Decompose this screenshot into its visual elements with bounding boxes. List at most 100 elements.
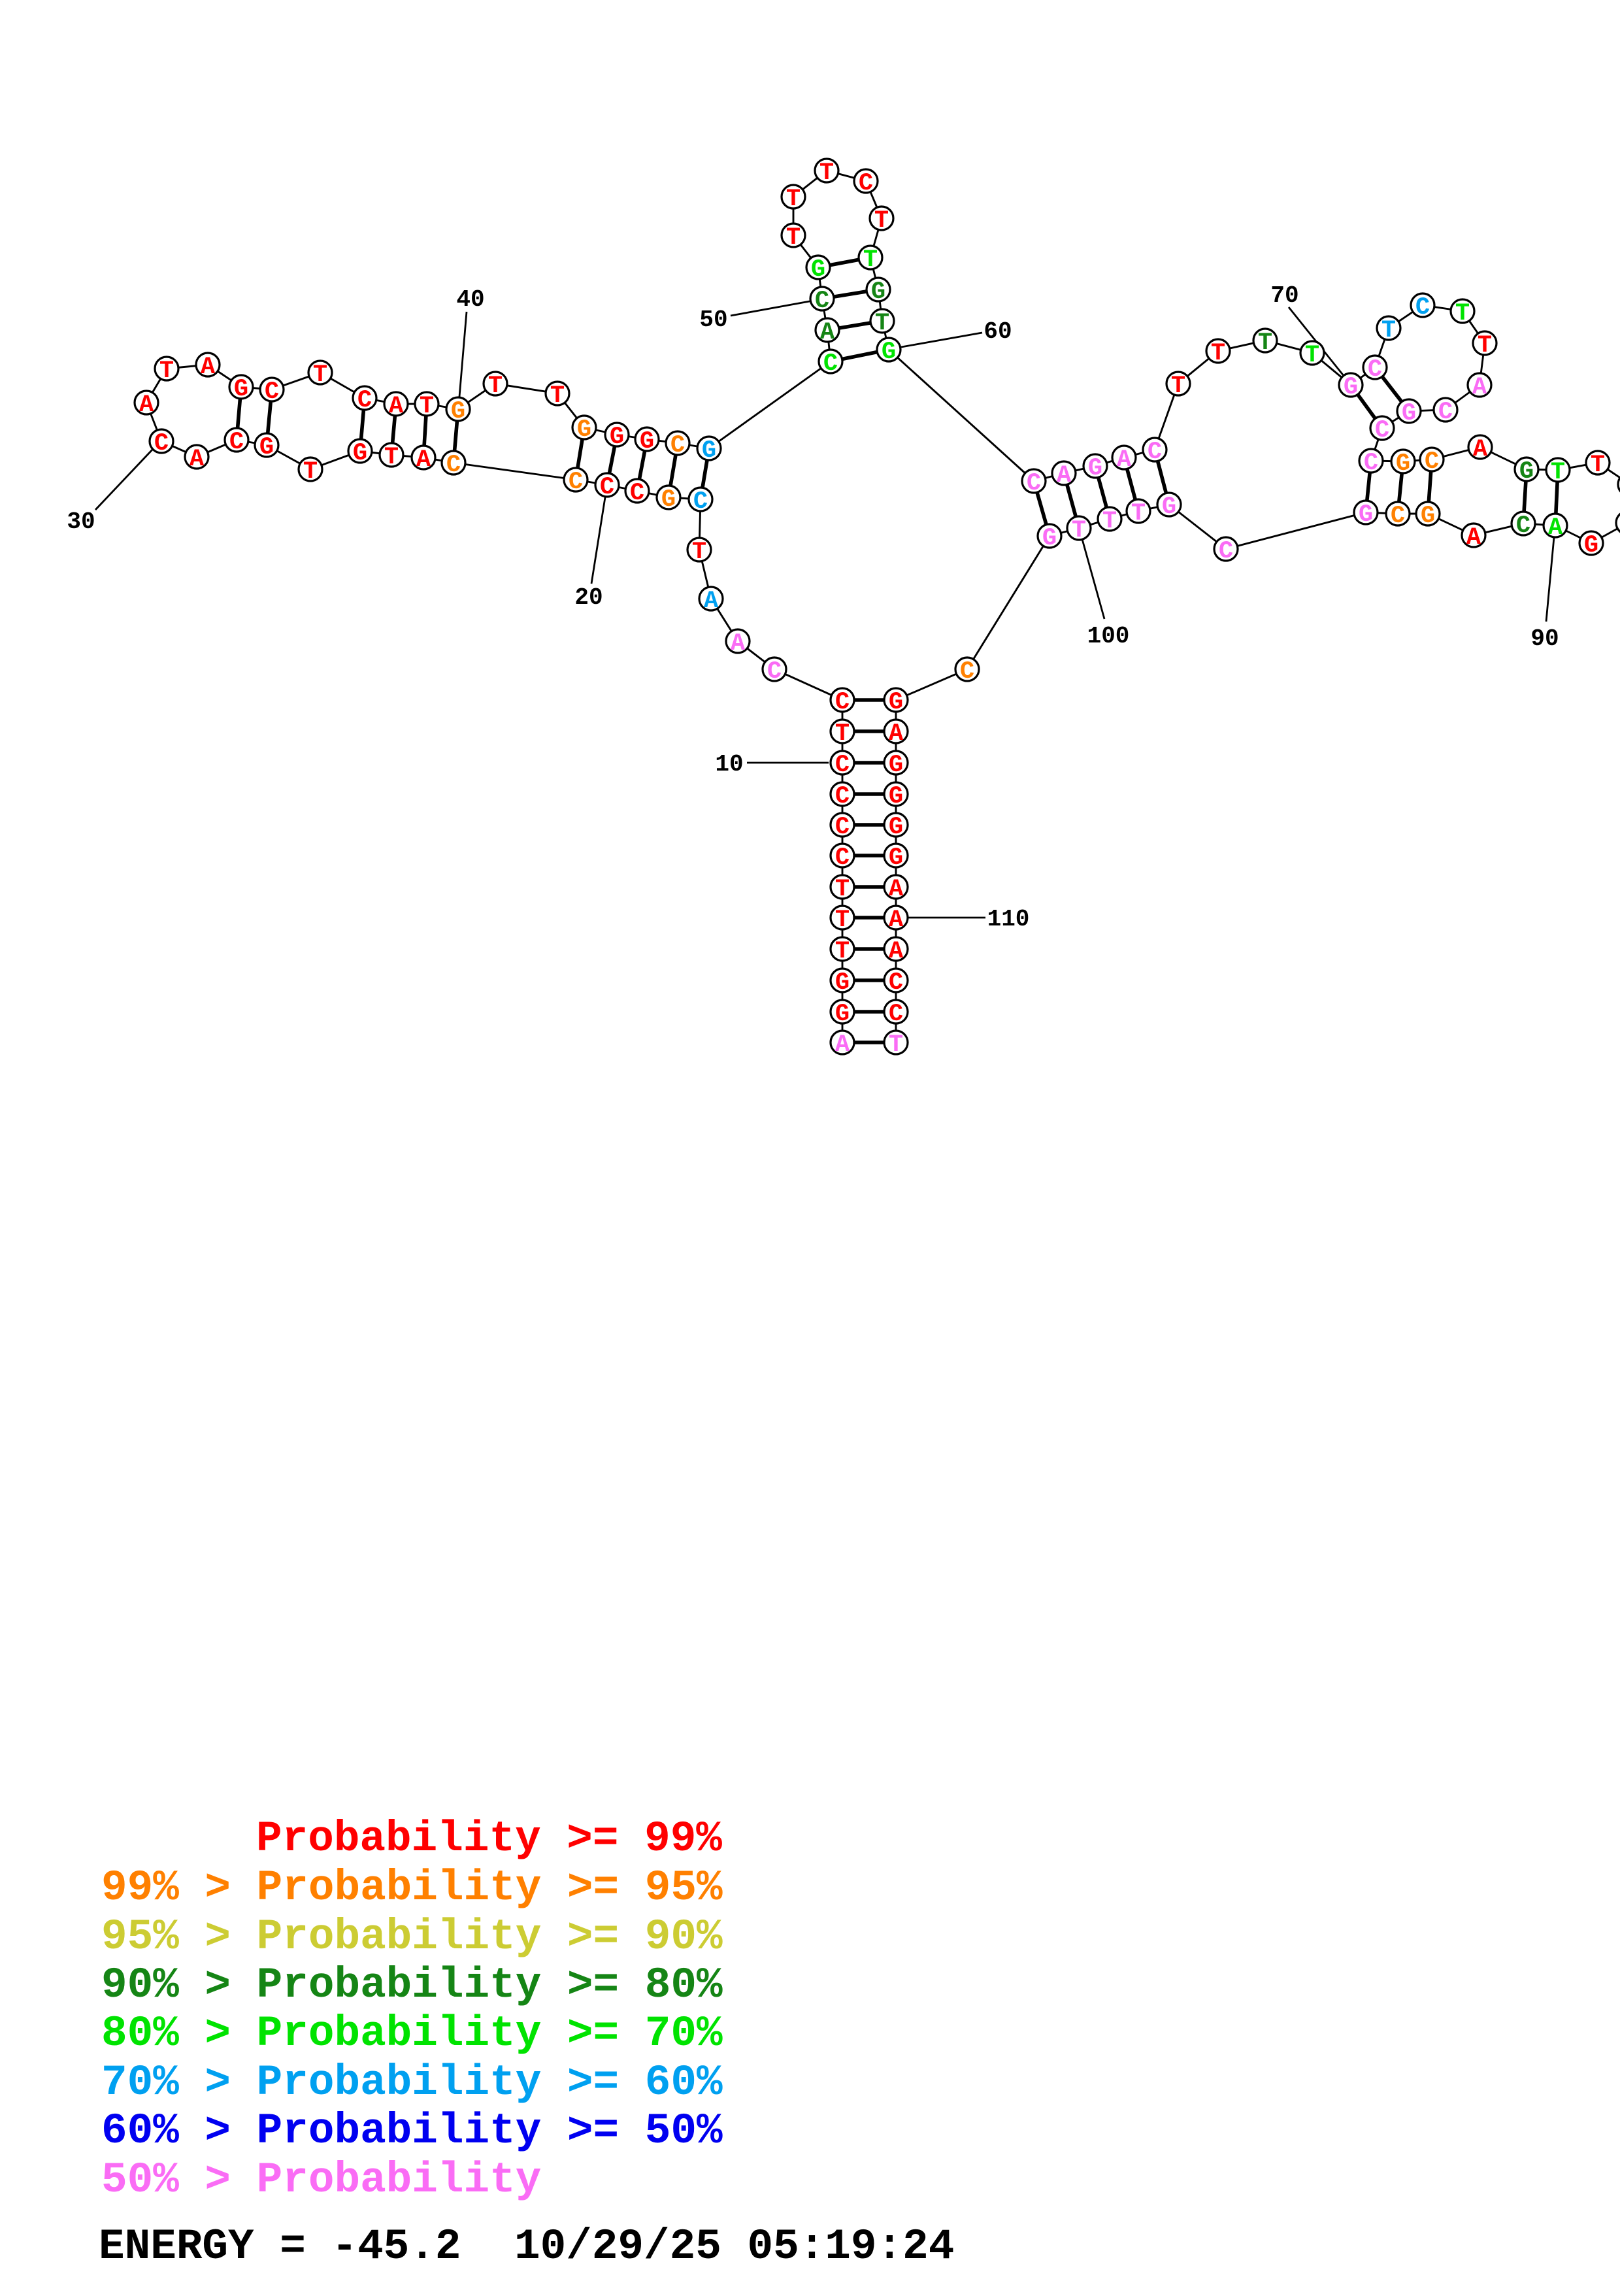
svg-text:C: C [600,474,614,501]
svg-text:A: A [889,720,904,748]
svg-text:A: A [201,354,216,381]
svg-text:G: G [835,969,850,997]
svg-text:G: G [640,428,654,456]
svg-text:A: A [889,876,904,903]
svg-text:40: 40 [456,286,484,313]
svg-text:T: T [835,876,850,903]
svg-text:T: T [863,246,878,274]
svg-text:C: C [1415,294,1430,322]
svg-text:T: T [1131,500,1146,527]
svg-text:A: A [889,938,904,965]
svg-text:C: C [1364,450,1378,477]
svg-text:A: A [835,1031,850,1059]
svg-text:G: G [1088,455,1102,482]
svg-text:C: C [1219,538,1233,565]
svg-text:30: 30 [67,508,95,535]
svg-text:T: T [420,393,434,420]
svg-text:A: A [139,391,154,419]
svg-text:70: 70 [1270,282,1298,309]
svg-text:C: C [446,452,461,479]
svg-text:10/29/25 05:19:24: 10/29/25 05:19:24 [514,2222,954,2271]
svg-text:T: T [786,224,801,252]
svg-text:G: G [889,814,903,841]
svg-text:C: C [1516,512,1530,540]
svg-text:50% > Probability: 50% > Probability [101,2155,541,2204]
svg-text:G: G [889,752,903,779]
svg-text:C: C [960,658,974,686]
svg-text:T: T [889,1031,903,1059]
svg-text:A: A [1057,462,1072,490]
svg-text:G: G [889,844,903,872]
svg-text:C: C [569,469,583,496]
svg-text:T: T [1072,517,1086,544]
svg-text:110: 110 [987,906,1030,933]
svg-text:C: C [1027,470,1041,497]
svg-text:A: A [1548,514,1563,542]
svg-text:T: T [159,358,174,385]
svg-text:60% > Probability >= 50%: 60% > Probability >= 50% [101,2106,723,2155]
svg-text:C: C [835,689,850,716]
svg-text:G: G [882,339,896,366]
svg-text:T: T [550,382,565,410]
svg-text:G: G [1396,450,1410,478]
svg-text:A: A [416,446,431,474]
svg-text:T: T [874,207,889,235]
svg-text:G: G [811,256,825,284]
svg-text:C: C [835,814,850,841]
svg-text:G: G [1344,374,1358,401]
svg-text:Probability >= 99%: Probability >= 99% [256,1814,722,1863]
svg-text:T: T [819,159,834,187]
svg-text:C: C [767,658,782,686]
svg-text:T: T [1591,452,1605,479]
svg-text:T: T [835,720,850,748]
svg-text:T: T [1381,317,1396,344]
svg-text:95% > Probability >= 90%: 95% > Probability >= 90% [101,1912,723,1961]
svg-text:T: T [786,186,801,213]
svg-text:T: T [1551,459,1565,486]
svg-text:C: C [630,480,644,507]
svg-text:C: C [835,752,850,779]
svg-text:C: C [357,387,372,414]
svg-text:10: 10 [715,751,743,778]
svg-text:T: T [384,444,399,471]
svg-text:90% > Probability >= 80%: 90% > Probability >= 80% [101,1961,723,2010]
svg-text:G: G [259,434,274,461]
svg-text:T: T [1478,332,1492,359]
svg-text:T: T [488,373,503,400]
svg-text:T: T [1102,508,1117,535]
svg-text:ENERGY = -45.2: ENERGY = -45.2 [99,2222,461,2271]
svg-text:C: C [229,429,244,456]
svg-text:G: G [835,1001,850,1028]
svg-text:T: T [1171,373,1185,400]
svg-text:C: C [859,170,873,197]
svg-text:T: T [1305,342,1319,369]
svg-text:T: T [835,907,850,934]
svg-text:C: C [835,783,850,810]
svg-text:C: C [1425,448,1439,476]
svg-text:C: C [154,430,169,458]
svg-text:T: T [875,310,889,337]
svg-text:G: G [1402,400,1416,427]
svg-text:A: A [704,588,719,615]
svg-text:G: G [451,398,465,425]
svg-text:G: G [702,437,716,465]
svg-text:90: 90 [1530,625,1559,652]
svg-text:G: G [1359,501,1373,529]
svg-text:T: T [835,938,850,965]
svg-text:80% > Probability >= 70%: 80% > Probability >= 70% [101,2009,723,2058]
svg-text:100: 100 [1087,623,1130,650]
svg-text:G: G [889,689,903,716]
svg-text:C: C [815,288,829,315]
svg-text:G: G [889,783,903,810]
svg-text:G: G [871,278,885,306]
svg-text:G: G [1162,493,1176,521]
svg-text:C: C [1375,417,1389,444]
svg-text:C: C [1148,439,1162,466]
svg-text:A: A [1466,524,1481,552]
svg-text:60: 60 [984,318,1012,345]
svg-text:G: G [1584,532,1598,559]
svg-text:C: C [1368,356,1382,384]
svg-text:C: C [889,969,903,997]
svg-text:T: T [692,539,706,566]
svg-text:99% > Probability >= 95%: 99% > Probability >= 95% [101,1863,723,1912]
